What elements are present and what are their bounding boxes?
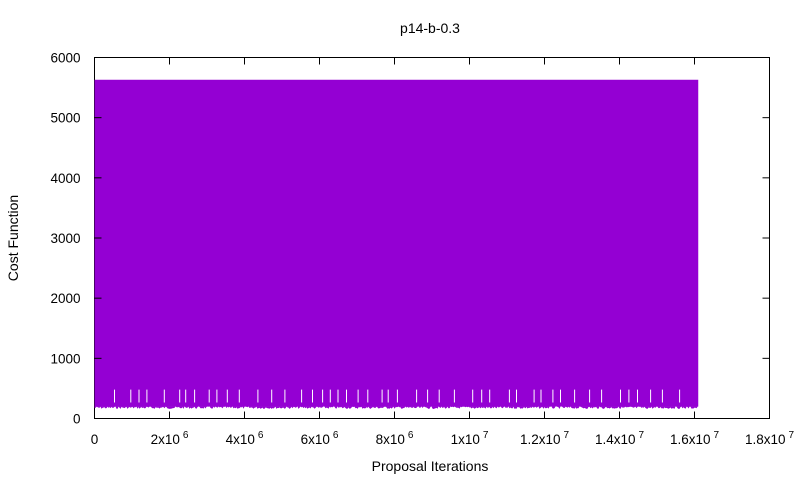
series-0-lower-envelope	[95, 407, 699, 410]
x-tick-label-9: 1.8x10 7	[745, 430, 795, 447]
y-tick-label-3: 3000	[50, 231, 80, 246]
series-layer	[95, 80, 699, 409]
x-tick-label-8: 1.6x10 7	[670, 430, 720, 447]
y-tick-label-5: 5000	[50, 111, 80, 126]
series-0-band	[95, 80, 699, 407]
x-axis-label: Proposal Iterations	[372, 458, 489, 474]
x-tick-label-7: 1.4x10 7	[595, 430, 645, 447]
y-tick-label-2: 2000	[50, 291, 80, 306]
chart-title: p14-b-0.3	[400, 20, 460, 36]
y-tick-label-4: 4000	[50, 171, 80, 186]
x-tick-label-0: 0	[91, 432, 99, 447]
x-tick-label-3: 6x10 6	[301, 430, 339, 447]
x-tick-label-5: 1x10 7	[451, 430, 489, 447]
x-tick-label-6: 1.2x10 7	[520, 430, 570, 447]
x-tick-label-4: 8x10 6	[376, 430, 414, 447]
x-tick-label-2: 4x10 6	[226, 430, 264, 447]
y-axis-label: Cost Function	[5, 195, 21, 281]
y-tick-label-6: 6000	[50, 51, 80, 66]
y-tick-label-1: 1000	[50, 351, 80, 366]
y-tick-label-0: 0	[73, 412, 81, 427]
x-tick-label-1: 2x10 6	[151, 430, 189, 447]
